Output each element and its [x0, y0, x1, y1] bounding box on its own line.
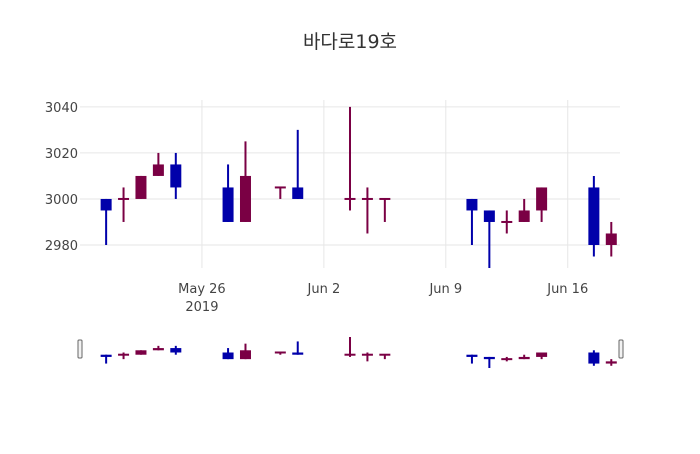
candle [588, 175, 600, 257]
candle [501, 210, 513, 234]
slider-candle-body [588, 352, 600, 364]
candle [361, 187, 373, 234]
candle-body [379, 197, 391, 200]
slider-candle [483, 356, 495, 368]
slider-candle-body [518, 356, 530, 360]
x-tick-year-label: 2019 [185, 300, 218, 315]
slider-candle-body [100, 354, 112, 357]
slider-candle [344, 337, 356, 357]
slider-candle-body [361, 353, 373, 356]
x-tick-label: May 26 [178, 282, 226, 297]
slider-candle [466, 354, 478, 364]
slider-candle [501, 356, 513, 362]
slider-candle [135, 350, 147, 355]
candle [379, 197, 391, 222]
candle [344, 106, 356, 211]
candle [100, 198, 112, 245]
slider-candle-body [292, 352, 304, 355]
candle-body [292, 187, 304, 199]
candle [135, 175, 147, 199]
slider-candle [152, 345, 164, 351]
y-tick-label: 3040 [45, 101, 78, 116]
slider-candle [379, 353, 391, 360]
candle-body [344, 197, 356, 200]
candle [536, 187, 548, 222]
y-tick-label: 2980 [45, 239, 78, 254]
candle [222, 164, 234, 222]
slider-candle-body [222, 352, 234, 360]
slider-candle [518, 354, 530, 360]
axis-layer: 2980 3000 3020 3040 May 26 2019 Jun 2 Jun 9 Jun … [45, 101, 588, 315]
range-slider-left-handle[interactable] [77, 339, 83, 359]
candle-body [135, 175, 147, 199]
slider-candle [170, 345, 182, 355]
slider-candle-body [344, 353, 356, 356]
slider-candle-body [605, 361, 617, 364]
slider-candle-body [135, 350, 147, 355]
slider-candle-body [536, 352, 548, 357]
slider-candle-body [501, 358, 513, 361]
slider-candle [588, 350, 600, 366]
candle-body [274, 186, 286, 189]
slider-candle [361, 352, 373, 362]
candle-body [152, 164, 164, 176]
candle [292, 129, 304, 199]
range-slider[interactable] [77, 337, 624, 368]
candle-body [361, 197, 373, 200]
candle-body [100, 198, 112, 211]
slider-candle-body [466, 354, 478, 357]
slider-candle-body [118, 353, 130, 356]
candle [605, 221, 617, 257]
candle-body [239, 175, 251, 222]
candle-body [605, 233, 617, 245]
range-slider-right-handle[interactable] [618, 339, 624, 359]
slider-candle [239, 343, 251, 360]
slider-candle [292, 341, 304, 355]
slider-candle-body [379, 353, 391, 356]
candle-body [222, 187, 234, 222]
candle [118, 187, 130, 222]
y-tick-label: 3000 [45, 193, 78, 208]
slider-candle-body [170, 348, 182, 353]
slider-candle-body [239, 350, 251, 360]
slider-candle [605, 359, 617, 366]
candle-layer [100, 106, 617, 268]
slider-candle [274, 351, 286, 355]
candle-body [536, 187, 548, 211]
candle [239, 141, 251, 222]
x-tick-label: Jun 16 [546, 282, 588, 297]
slider-candle-body [152, 348, 164, 351]
candle-body [501, 220, 513, 223]
candle [170, 152, 182, 199]
chart-title: 바다로19호 [303, 31, 397, 53]
candle-body [588, 187, 600, 245]
candle-body [170, 164, 182, 188]
candle [466, 198, 478, 245]
candle [274, 186, 286, 199]
slider-candle [100, 354, 112, 364]
slider-candle [222, 348, 234, 360]
slider-candle-body [483, 356, 495, 360]
candle [518, 198, 530, 222]
slider-candle [118, 352, 130, 360]
candle-body [118, 197, 130, 200]
slider-candle-body [274, 351, 286, 354]
y-tick-label: 3020 [45, 147, 78, 162]
candle-body [483, 210, 495, 222]
slider-candle [536, 352, 548, 360]
candle [483, 210, 495, 268]
x-tick-label: Jun 2 [307, 282, 341, 297]
candle [152, 152, 164, 176]
candle-body [518, 210, 530, 222]
candle-body [466, 198, 478, 211]
x-tick-label: Jun 9 [428, 282, 462, 297]
